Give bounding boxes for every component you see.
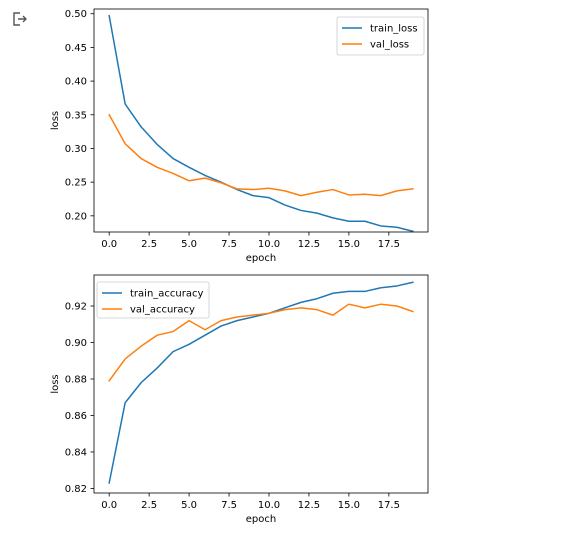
x-axis-label: epoch xyxy=(246,253,276,264)
y-tick-label: 0.40 xyxy=(65,77,87,88)
y-tick-label: 0.35 xyxy=(65,110,87,121)
legend-label-val-accuracy: val_accuracy xyxy=(130,305,195,316)
x-tick-label: 15.0 xyxy=(338,500,360,511)
x-tick-label: 12.5 xyxy=(298,239,320,250)
y-tick-label: 0.45 xyxy=(65,43,87,54)
legend-box xyxy=(96,281,210,319)
x-tick-label: 12.5 xyxy=(298,500,320,511)
x-tick-label: 2.5 xyxy=(141,500,157,511)
x-tick-label: 17.5 xyxy=(378,500,400,511)
x-tick-label: 5.0 xyxy=(181,239,197,250)
x-tick-label: 7.5 xyxy=(221,239,237,250)
y-tick-label: 0.25 xyxy=(65,178,87,189)
series-line-val-accuracy xyxy=(108,303,414,382)
x-tick-label: 0.0 xyxy=(101,239,117,250)
y-tick-label: 0.84 xyxy=(65,447,87,458)
x-tick-label: 2.5 xyxy=(141,239,157,250)
y-tick-label: 0.92 xyxy=(65,302,87,313)
output-prompt-icon[interactable] xyxy=(11,10,29,28)
legend-label-train-loss: train_loss xyxy=(370,24,418,35)
x-tick-label: 10.0 xyxy=(258,239,280,250)
series-line-train-loss xyxy=(108,14,414,233)
series-line-val-loss xyxy=(108,113,414,197)
x-tick-label: 5.0 xyxy=(181,500,197,511)
chart-1: 0.0 2.5 5.0 7.5 10.0 12.5 15.0 17.5 0.20 0.25 0.30… xyxy=(50,8,429,264)
legend-label-train-accuracy: train_accuracy xyxy=(130,289,203,300)
legend: train_accuracy val_accuracy xyxy=(96,281,210,319)
x-tick-label: 0.0 xyxy=(101,500,117,511)
y-axis-label: loss xyxy=(50,374,61,393)
chart-2: 0.0 2.5 5.0 7.5 10.0 12.5 15.0 17.5 0.82 0.84 0.86… xyxy=(50,274,429,525)
x-tick-label: 7.5 xyxy=(221,500,237,511)
plot-frame xyxy=(93,274,429,494)
y-tick-label: 0.88 xyxy=(65,374,87,385)
y-tick-label: 0.90 xyxy=(65,338,87,349)
plot-frame xyxy=(93,8,429,233)
x-tick-label: 17.5 xyxy=(378,239,400,250)
legend-label-val-loss: val_loss xyxy=(370,40,409,51)
y-tick-label: 0.82 xyxy=(65,484,87,495)
y-axis-label: loss xyxy=(50,111,61,130)
legend-box xyxy=(336,16,425,56)
x-tick-label: 10.0 xyxy=(258,500,280,511)
y-tick-label: 0.20 xyxy=(65,211,87,222)
legend: train_loss val_loss xyxy=(336,16,425,56)
y-tick-label: 0.86 xyxy=(65,411,87,422)
y-tick-label: 0.30 xyxy=(65,144,87,155)
x-tick-label: 15.0 xyxy=(338,239,360,250)
y-tick-label: 0.50 xyxy=(65,9,87,20)
series-line-train-accuracy xyxy=(108,281,414,484)
x-axis-label: epoch xyxy=(246,514,276,525)
